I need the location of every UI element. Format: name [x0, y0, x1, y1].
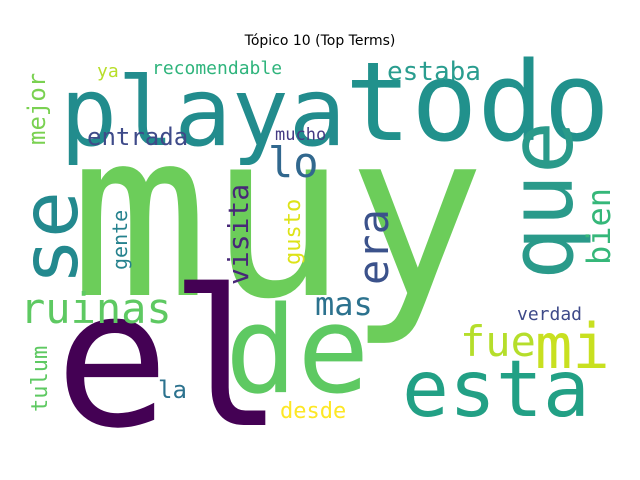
word-de: de — [225, 282, 370, 421]
word-visita: visita — [222, 184, 255, 285]
word-desde: desde — [280, 399, 346, 424]
word-todo: todo — [345, 38, 610, 166]
word-que: que — [490, 121, 593, 280]
word-mi: mi — [535, 310, 610, 383]
chart-title: Tópico 10 (Top Terms) — [244, 33, 396, 49]
word-lo: lo — [268, 138, 319, 187]
word-gente: gente — [108, 210, 132, 270]
word-entrada: entrada — [87, 123, 188, 151]
word-el: el — [55, 249, 284, 470]
word-mas: mas — [315, 285, 373, 323]
word-fue: fue — [460, 317, 536, 366]
word-tulum: tulum — [28, 346, 53, 412]
word-playa: playa — [60, 58, 346, 168]
word-se: se — [6, 191, 96, 285]
word-mejor: mejor — [23, 73, 51, 145]
word-muy: muy — [70, 83, 485, 350]
word-bien: bien — [580, 188, 618, 265]
word-mucho: mucho — [275, 125, 326, 145]
word-ruinas: ruinas — [20, 284, 172, 333]
word-verdad: verdad — [517, 304, 582, 325]
word-recomendable: recomendable — [152, 58, 282, 79]
word-era: era — [349, 209, 398, 285]
word-ya: ya — [97, 61, 119, 82]
word-gusto: gusto — [281, 199, 306, 265]
word-esta: esta — [402, 345, 590, 435]
word-estaba: estaba — [387, 57, 481, 87]
word-la: la — [158, 376, 187, 404]
